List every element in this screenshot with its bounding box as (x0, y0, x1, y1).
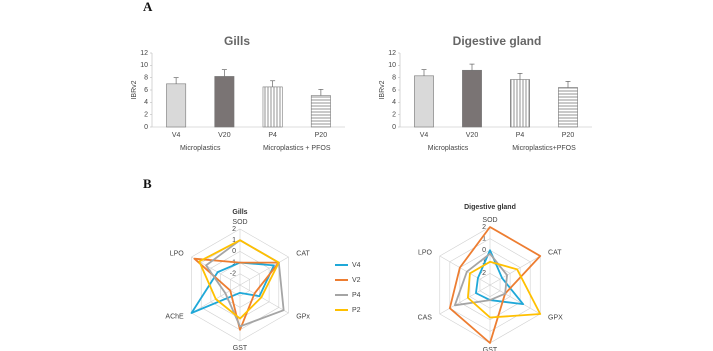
bar (510, 79, 530, 128)
bar (262, 86, 283, 128)
panel-label: A (143, 0, 153, 14)
axis-label: GST (233, 345, 248, 351)
axis-label: GPX (548, 314, 563, 321)
axis-label: GST (483, 347, 498, 351)
bar (310, 95, 331, 128)
r-tick-label: 0 (232, 248, 236, 255)
chart-title: Gills (224, 34, 250, 48)
axis-label: SOD (232, 219, 247, 226)
radar-line (448, 226, 542, 344)
y-tick-label: 12 (388, 50, 396, 57)
y-tick-label: 2 (392, 112, 396, 119)
axis-label: CAS (418, 314, 433, 321)
r-tick-label: 1 (482, 235, 486, 242)
x-tick-label: V4 (420, 132, 429, 139)
y-tick-label: 10 (388, 62, 396, 69)
axis-line (489, 255, 541, 286)
radar-line (453, 252, 508, 307)
x-tick-label: P20 (315, 132, 328, 139)
y-tick-label: 6 (144, 87, 148, 94)
radar-line (466, 260, 542, 319)
y-tick-label: 2 (144, 112, 148, 119)
axis-line (239, 284, 289, 314)
r-tick-label: -2 (230, 271, 236, 278)
radar-line (190, 261, 275, 314)
r-tick-label: -1 (230, 259, 236, 266)
bar (166, 83, 187, 128)
group-label: Microplastics + PFOS (263, 145, 331, 152)
chart-title: Digestive gland (464, 204, 516, 211)
x-tick-label: P4 (516, 132, 525, 139)
y-tick-label: 8 (144, 75, 148, 82)
x-tick-label: V4 (172, 132, 181, 139)
legend-label: V4 (352, 262, 361, 269)
group-label: Microplastics (180, 145, 221, 152)
axis-label: CAT (548, 249, 562, 256)
group-label: Microplastics+PFOS (512, 145, 576, 152)
r-tick-label: -1 (480, 259, 486, 266)
legend-label: V2 (352, 277, 361, 284)
r-tick-label: 0 (482, 247, 486, 254)
r-tick-label: 2 (232, 226, 236, 233)
bar (414, 75, 434, 128)
r-tick-label: -2 (480, 270, 486, 277)
bar (462, 69, 482, 128)
x-tick-label: P4 (268, 132, 277, 139)
y-tick-label: 4 (144, 99, 148, 106)
y-tick-label: 10 (140, 62, 148, 69)
axis-line (439, 284, 491, 315)
r-tick-label: 1 (232, 237, 236, 244)
legend-label: P4 (352, 292, 361, 299)
axis-label: SOD (482, 217, 497, 224)
group-label: Microplastics (428, 145, 469, 152)
x-tick-label: V20 (466, 132, 479, 139)
x-tick-label: V20 (218, 132, 231, 139)
axis-label: LPO (418, 249, 433, 256)
y-tick-label: 0 (392, 124, 396, 131)
y-tick-label: 8 (392, 75, 396, 82)
y-axis-label: IBRv2 (379, 80, 386, 99)
x-tick-label: P20 (562, 132, 575, 139)
chart-title: Gills (232, 209, 247, 216)
bar (558, 87, 578, 128)
chart-title: Digestive gland (453, 34, 542, 48)
axis-label: GPx (296, 313, 310, 320)
y-tick-label: 6 (392, 87, 396, 94)
axis-line (439, 255, 491, 286)
axis-label: CAT (296, 250, 310, 257)
y-axis-label: IBRv2 (131, 80, 138, 99)
axis-line (489, 284, 541, 315)
y-tick-label: 0 (144, 124, 148, 131)
axis-label: AChE (165, 313, 184, 320)
y-tick-label: 4 (392, 99, 396, 106)
legend-label: P2 (352, 307, 361, 314)
bar (214, 76, 235, 128)
axis-line (239, 256, 289, 286)
r-tick-label: 2 (482, 224, 486, 231)
y-tick-label: 12 (140, 50, 148, 57)
axis-label: LPO (170, 250, 185, 257)
panel-label: B (143, 176, 152, 191)
radar-line (198, 239, 280, 320)
